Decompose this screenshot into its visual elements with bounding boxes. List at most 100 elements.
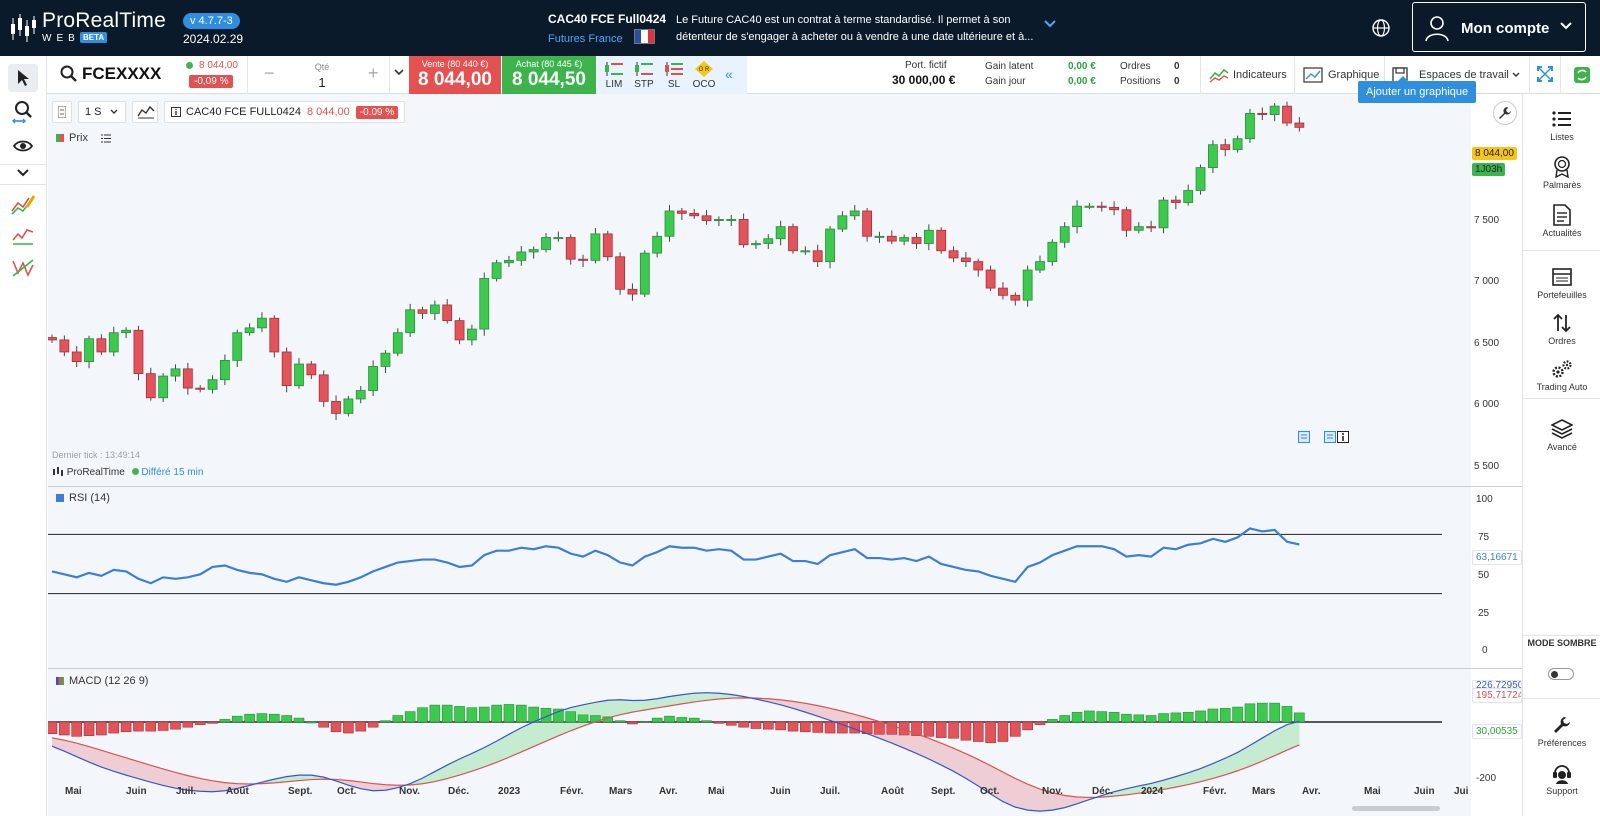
interval-selector[interactable]: 1 S [78, 101, 126, 123]
visibility-tool[interactable] [8, 132, 38, 160]
collapse-icon[interactable]: « [725, 66, 733, 82]
search-icon[interactable] [60, 65, 78, 83]
rsi-legend[interactable]: RSI (14) [56, 492, 110, 504]
increase-qty-button[interactable]: + [368, 63, 379, 83]
candle [738, 219, 749, 246]
sidebar-item-portfolios[interactable]: Portefeuilles [1523, 266, 1600, 300]
decrease-qty-button[interactable]: − [264, 63, 275, 83]
price-tick: 6 500 [1474, 338, 1500, 349]
candle [306, 363, 317, 376]
macd-histogram-bar [627, 721, 638, 725]
histogram-value-tag: 30,00535 [1472, 724, 1522, 739]
list-icon[interactable] [100, 134, 111, 143]
portfolio-icon [1523, 266, 1600, 288]
macd-signal-fill [595, 700, 608, 722]
sell-button[interactable]: Vente (80 440 €) 8 044,00 [409, 56, 501, 94]
fullscreen-button[interactable] [1529, 56, 1559, 94]
candle [1146, 226, 1157, 229]
trendline-tool[interactable] [8, 222, 38, 250]
chart-options-button[interactable] [52, 101, 72, 123]
candle [639, 252, 650, 295]
sidebar-item-news[interactable]: Actualités [1523, 204, 1600, 238]
order-type-stp-label: STP [634, 79, 654, 90]
price-legend[interactable]: Prix [56, 132, 111, 144]
macd-signal-fill [583, 702, 596, 727]
dark-mode-toggle[interactable] [1548, 668, 1574, 680]
sidebar-item-support[interactable]: Support [1523, 762, 1600, 796]
candle [504, 259, 514, 264]
zoom-tool[interactable] [8, 98, 38, 126]
chart-add-icon [1303, 67, 1323, 83]
account-menu-button[interactable]: Mon compte [1412, 2, 1586, 52]
orders-value: 0 [1174, 61, 1180, 72]
candle [800, 250, 811, 253]
qty-input[interactable]: 1 [318, 75, 326, 90]
sidebar-item-rankings[interactable]: Palmarès [1523, 156, 1600, 190]
latent-gain-value: 0,00 € [1068, 61, 1096, 72]
quantity-stepper[interactable]: − Qté 1 + [252, 56, 390, 94]
macd-signal-fill [163, 768, 176, 789]
version-badge[interactable]: v 4.7.7-3 [183, 13, 240, 29]
chart-canvas[interactable] [48, 94, 1521, 816]
top-bar: ProRealTime WEB BETA v 4.7.7-3 2024.02.2… [0, 0, 1600, 56]
news-marker-icon[interactable] [1324, 431, 1336, 443]
sidebar-item-orders[interactable]: Ordres [1523, 312, 1600, 346]
panel-divider[interactable] [48, 486, 1522, 487]
order-type-oco[interactable]: O R OCO [689, 59, 719, 90]
time-axis-label: Mai [708, 786, 725, 797]
sidebar-item-lists[interactable]: Listes [1523, 108, 1600, 142]
chevron-down-icon[interactable] [1044, 20, 1056, 28]
sidebar-item-label: Listes [1550, 132, 1574, 142]
order-type-lim[interactable]: LIM [599, 59, 629, 90]
panel-divider[interactable] [48, 668, 1522, 669]
time-axis-label: Sept. [931, 786, 956, 797]
macd-signal-fill [1175, 772, 1189, 788]
order-type-sl[interactable]: SL [659, 59, 689, 90]
latent-gain-label: Gain latent [985, 61, 1034, 72]
candle [565, 237, 576, 260]
sync-button[interactable] [1560, 56, 1600, 94]
macd-histogram-bar [380, 720, 391, 723]
collapse-tools-toggle[interactable] [8, 164, 38, 182]
macd-histogram-bar [355, 721, 367, 732]
order-type-stp[interactable]: STP [629, 59, 659, 90]
candle [652, 235, 663, 254]
cursor-icon [16, 69, 30, 87]
draw-line-tool[interactable] [8, 190, 38, 218]
chart-type-button[interactable] [132, 101, 158, 123]
candle [664, 210, 675, 237]
sidebar-item-label: Avancé [1547, 442, 1577, 452]
indicators-button[interactable]: Indicateurs [1200, 56, 1294, 94]
info-marker-icon[interactable] [1337, 431, 1349, 443]
buy-button[interactable]: Achat (80 445 €) 8 044,50 [502, 56, 596, 94]
horizontal-scrollbar[interactable] [1352, 806, 1440, 811]
candle [269, 317, 280, 353]
sidebar-item-auto-trading[interactable]: Trading Auto [1523, 358, 1600, 392]
sidebar-item-advanced[interactable]: Avancé [1523, 418, 1600, 452]
pattern-tool[interactable] [8, 254, 38, 282]
instrument-chip[interactable]: CAC40 FCE FULL0424 8 044,00 -0.09 % [164, 101, 406, 123]
chart-settings-button[interactable] [1493, 101, 1517, 125]
chart-area[interactable] [48, 94, 1521, 816]
sidebar-item-preferences[interactable]: Préférences [1523, 714, 1600, 748]
macd-histogram-bar [219, 719, 231, 723]
candle [318, 374, 329, 402]
candle [1257, 112, 1268, 115]
macd-histogram-bar [935, 721, 947, 738]
symbol-name[interactable]: FCEXXXX [82, 64, 162, 83]
pointer-tool[interactable] [8, 64, 38, 92]
macd-histogram-bar [454, 706, 465, 723]
candle [911, 237, 922, 244]
workspaces-dropdown[interactable]: Espaces de travail [1384, 56, 1522, 94]
symbol-box[interactable]: FCEXXXX 8 044,00 -0,09 % [48, 56, 248, 94]
qty-dropdown[interactable] [390, 56, 408, 94]
chart-button[interactable]: Graphique [1294, 56, 1384, 94]
candle [985, 269, 996, 289]
instrument-market: Futures France [548, 33, 623, 45]
macd-histogram-bar [429, 704, 441, 723]
news-marker-icon[interactable] [1298, 431, 1310, 443]
candle [825, 228, 835, 262]
macd-histogram-bar [923, 721, 935, 737]
macd-legend[interactable]: MACD (12 26 9) [56, 675, 148, 687]
globe-icon[interactable] [1371, 18, 1391, 38]
